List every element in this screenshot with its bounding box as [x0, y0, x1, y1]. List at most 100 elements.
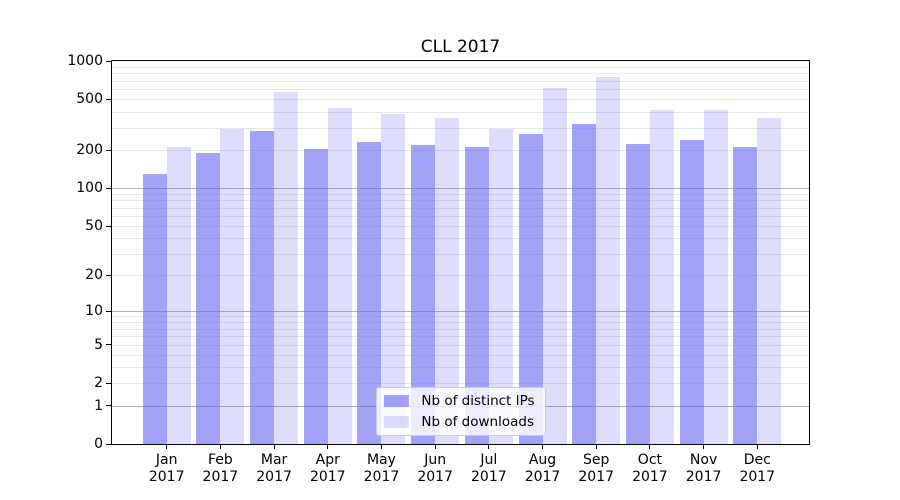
x-tick-month: Sep [583, 452, 610, 468]
x-tick-month: Mar [260, 452, 288, 468]
x-tick-month: Oct [637, 452, 663, 468]
x-tick-mark [488, 444, 490, 449]
x-tick-mark [327, 444, 329, 449]
x-tick-mark [219, 444, 221, 449]
bar-downloads [166, 147, 191, 444]
legend-swatch-distinct-ips [383, 395, 409, 407]
gridline-minor [112, 216, 809, 218]
x-tick-mark [703, 444, 705, 449]
gridline-minor [112, 354, 809, 356]
y-tick-label: 50 [85, 218, 103, 235]
gridline-minor [112, 316, 809, 318]
gridline-minor [112, 200, 809, 202]
gridline-minor [112, 344, 809, 346]
bar-downloads [220, 128, 245, 444]
gridline-minor [112, 238, 809, 240]
x-tick-mark [649, 444, 651, 449]
x-tick-mark [434, 444, 436, 449]
x-tick-mark [380, 444, 382, 449]
x-tick-month: Jun [424, 452, 447, 468]
bar-distinct-ips [679, 139, 704, 444]
x-tick-label: Jun 2017 [405, 452, 465, 486]
y-tick-mark [106, 344, 111, 346]
bar-distinct-ips [572, 124, 597, 444]
bar-downloads [327, 107, 352, 444]
bar-downloads [703, 109, 728, 444]
bar-downloads [274, 92, 299, 444]
y-tick-mark [106, 443, 111, 445]
x-tick-label: Feb 2017 [190, 452, 250, 486]
x-tick-year: 2017 [739, 469, 776, 485]
y-tick-mark [106, 274, 111, 276]
gridline-major [112, 311, 809, 313]
x-tick-year: 2017 [309, 469, 346, 485]
gridline-minor [112, 275, 809, 277]
y-tick-label: 2 [94, 375, 103, 392]
gridline-minor [112, 89, 809, 91]
y-tick-label: 0 [94, 436, 103, 452]
legend-swatch-downloads [383, 416, 409, 428]
gridline-minor [112, 336, 809, 338]
y-tick-mark [106, 149, 111, 151]
bar-distinct-ips [625, 143, 650, 444]
x-tick-label: Aug 2017 [513, 452, 573, 486]
y-tick-label: 5 [94, 336, 103, 353]
gridline-minor [112, 99, 809, 101]
x-tick-month: May [366, 452, 396, 468]
bar-downloads [596, 76, 621, 444]
y-tick-mark [106, 382, 111, 384]
x-tick-label: Nov 2017 [674, 452, 734, 486]
gridline-major [112, 188, 809, 190]
x-tick-month: Dec [743, 452, 771, 468]
gridline-minor [112, 383, 809, 385]
x-tick-month: Nov [689, 452, 718, 468]
gridline-minor [112, 193, 809, 195]
legend-label-distinct-ips: Nb of distinct IPs [421, 393, 535, 409]
gridline-minor [112, 73, 809, 75]
x-tick-label: May 2017 [351, 452, 411, 486]
plot-area: Nb of distinct IPs Nb of downloads [111, 60, 810, 445]
bar-downloads [649, 110, 674, 444]
gridline-minor [112, 150, 809, 151]
bar-distinct-ips [142, 173, 167, 444]
y-tick-mark [106, 60, 111, 62]
chart-title: CLL 2017 [420, 37, 501, 57]
bar-distinct-ips [250, 131, 275, 444]
x-tick-year: 2017 [202, 469, 239, 485]
x-tick-year: 2017 [685, 469, 722, 485]
x-tick-label: Dec 2017 [727, 452, 787, 486]
gridline-minor [112, 127, 809, 129]
y-tick-label: 500 [76, 91, 103, 108]
gridline-minor [112, 111, 809, 113]
bar-distinct-ips [196, 152, 221, 444]
gridline-minor [112, 226, 809, 228]
y-tick-mark [106, 405, 111, 407]
y-tick-label: 10 [85, 303, 103, 320]
x-tick-mark [166, 444, 168, 449]
legend: Nb of distinct IPs Nb of downloads [375, 387, 546, 436]
x-tick-label: Apr 2017 [298, 452, 358, 486]
gridline-minor [112, 207, 809, 209]
x-tick-year: 2017 [256, 469, 292, 485]
y-tick-mark [106, 225, 111, 227]
x-tick-month: Apr [315, 452, 340, 468]
x-tick-year: 2017 [471, 469, 507, 485]
legend-item-downloads: Nb of downloads [383, 414, 534, 430]
gridline-minor [112, 253, 809, 255]
x-tick-label: Jan 2017 [137, 452, 197, 486]
gridline-minor [112, 80, 809, 82]
x-tick-year: 2017 [632, 469, 668, 485]
x-tick-year: 2017 [524, 469, 561, 485]
y-tick-label: 1 [94, 397, 103, 414]
x-tick-label: Sep 2017 [566, 452, 626, 486]
x-tick-label: Mar 2017 [244, 452, 304, 486]
bar-downloads [757, 118, 782, 444]
gridline-minor [112, 322, 809, 324]
y-tick-mark [106, 187, 111, 189]
x-tick-year: 2017 [417, 469, 453, 485]
gridline-minor [112, 66, 809, 68]
y-tick-mark [106, 310, 111, 312]
x-tick-month: Jan [155, 452, 178, 468]
x-tick-mark [756, 444, 758, 449]
gridline-minor [112, 328, 809, 330]
